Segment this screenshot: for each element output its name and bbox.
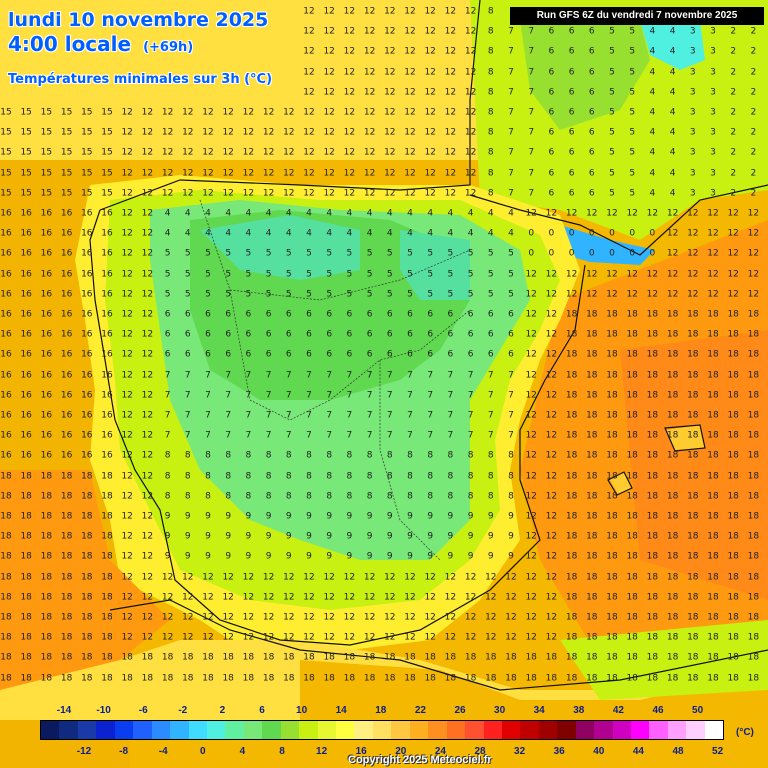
legend-tick-label: -12	[76, 746, 92, 757]
parameter-title: Températures minimales sur 3h (°C)	[8, 72, 273, 87]
legend-swatch	[280, 721, 300, 739]
legend-swatch	[575, 721, 595, 739]
legend-swatch	[243, 721, 263, 739]
legend-swatch	[631, 721, 650, 739]
legend-swatch	[225, 721, 244, 739]
legend-tick-label: -8	[119, 746, 129, 757]
legend-tick-label: 44	[632, 746, 644, 757]
legend-tick-label: 14	[335, 705, 347, 716]
legend-tick-label: -2	[178, 705, 188, 716]
legend-tick-label: 0	[200, 746, 206, 757]
legend-tick-label: 24	[434, 746, 446, 757]
legend-swatch	[170, 721, 189, 739]
legend-tick-label: 48	[672, 746, 684, 757]
legend-swatch	[594, 721, 613, 739]
legend-swatch	[133, 721, 152, 739]
legend-swatch	[96, 721, 115, 739]
legend-swatch	[206, 721, 226, 739]
legend-swatch	[667, 721, 687, 739]
legend-tick-label: 12	[316, 746, 328, 757]
legend-swatch	[317, 721, 336, 739]
legend-swatch	[114, 721, 134, 739]
forecast-time-text: 4:00 locale	[8, 32, 132, 56]
legend-tick-label: 22	[414, 705, 426, 716]
legend-tick-label: 50	[692, 705, 704, 716]
legend-swatch	[612, 721, 631, 739]
forecast-offset: (+69h)	[143, 40, 194, 55]
legend-swatch	[686, 721, 705, 739]
legend-swatch	[501, 721, 521, 739]
legend-swatch	[299, 721, 318, 739]
legend-swatch	[151, 721, 171, 739]
legend-tick-label: 38	[573, 705, 585, 716]
legend-swatch	[59, 721, 78, 739]
legend-tick-label: 52	[712, 746, 724, 757]
legend-swatch	[520, 721, 539, 739]
legend-swatch	[538, 721, 558, 739]
legend-swatch	[409, 721, 429, 739]
legend-tick-label: 4	[239, 746, 246, 757]
legend-colorbar	[40, 720, 724, 740]
legend-swatch	[41, 721, 60, 739]
legend-swatch	[483, 721, 502, 739]
legend-tick-label: 30	[494, 705, 506, 716]
legend-tick-label: 32	[514, 746, 526, 757]
legend-tick-label: 20	[395, 746, 407, 757]
legend-tick-label: 42	[612, 705, 624, 716]
legend-tick-label: 16	[355, 746, 367, 757]
legend-tick-label: -10	[96, 705, 111, 716]
legend-tick-label: 18	[375, 705, 387, 716]
legend-tick-label: 40	[593, 746, 605, 757]
legend-swatch	[446, 721, 466, 739]
legend-tick-label: 36	[553, 746, 565, 757]
legend-swatch	[428, 721, 447, 739]
legend-swatch	[704, 721, 724, 739]
legend-tick-label: 26	[454, 705, 466, 716]
legend-unit: (°C)	[736, 727, 754, 738]
legend-swatch	[557, 721, 576, 739]
legend-swatch	[336, 721, 355, 739]
legend-swatch	[354, 721, 373, 739]
legend-swatch	[77, 721, 97, 739]
legend-tick-label: 6	[259, 705, 265, 716]
forecast-time: 4:00 locale (+69h)	[8, 32, 193, 56]
legend-tick-label: 2	[219, 705, 226, 716]
legend-swatch	[372, 721, 392, 739]
copyright: Copyright 2025 Meteociel.fr	[348, 754, 492, 766]
legend-tick-label: -6	[138, 705, 148, 716]
legend-swatch	[188, 721, 207, 739]
run-info: Run GFS 6Z du vendredi 7 novembre 2025	[510, 7, 764, 25]
legend-tick-label: -14	[56, 705, 72, 716]
legend-swatch	[465, 721, 484, 739]
legend-tick-label: 28	[474, 746, 486, 757]
legend-swatch	[262, 721, 281, 739]
legend-tick-label: 8	[279, 746, 285, 757]
legend-tick-label: 10	[296, 705, 308, 716]
legend-tick-label: -4	[158, 746, 168, 757]
legend-swatch	[391, 721, 410, 739]
legend-tick-label: 34	[533, 705, 545, 716]
legend-swatch	[649, 721, 668, 739]
forecast-date: lundi 10 novembre 2025	[8, 9, 269, 31]
legend-tick-label: 46	[652, 705, 664, 716]
